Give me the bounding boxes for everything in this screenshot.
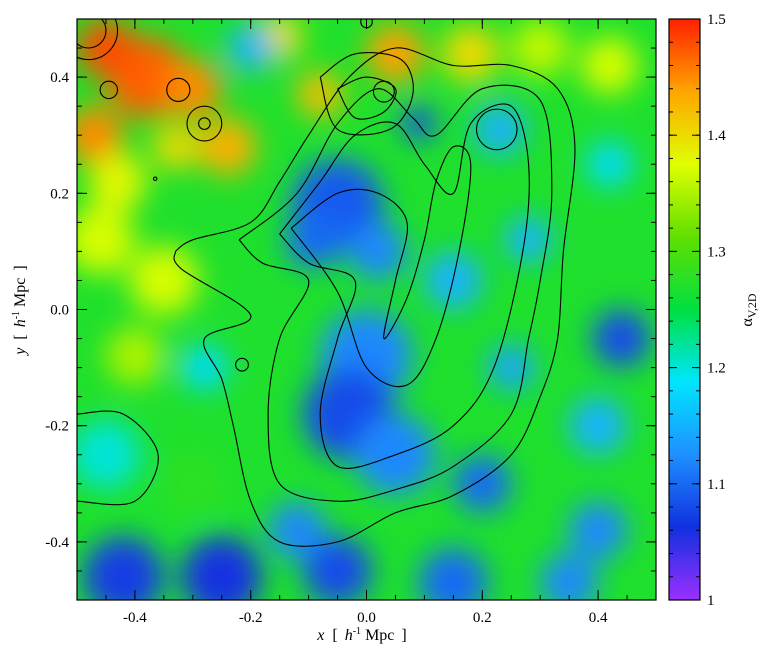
heatmap-blob [473,103,526,156]
heatmap-blob [580,36,639,95]
heatmap-blob [297,71,344,118]
contour-circle [99,80,119,100]
y-axis-ticks: -0.4 -0.2 0.0 0.2 0.4 [45,18,656,601]
y-axis-label: y [ h-1 Mpc ] [6,265,29,356]
heatmap-blob [418,547,489,600]
heatmap-blob [77,19,135,77]
heatmap-blob [198,117,257,176]
colorbar-tick-label: 1.1 [707,477,726,493]
heatmap-blob [540,553,599,600]
heatmap-blob [152,123,199,170]
contour-circle [475,108,518,151]
colorbar-tick-label: 1 [707,593,715,609]
contour-circle [235,357,249,372]
density-contours [77,19,576,547]
heatmap-blob [511,19,570,77]
contour-line [319,52,414,136]
y-tick-label: 0.2 [50,186,69,202]
contour-circle [77,19,119,61]
x-tick-label: -0.2 [239,610,263,626]
heatmap-blob [181,536,263,600]
heatmap-blob [349,222,408,281]
x-tick-label: 0.4 [589,610,608,626]
contour-circle [372,80,395,103]
contour-circle [198,117,211,130]
colorbar-tick-label: 1.3 [707,244,726,260]
heatmap-blob [569,396,628,455]
heatmap-blob [366,24,425,83]
heatmap-blob [285,210,344,269]
heatmap-blob [82,536,164,600]
contour-line [290,145,472,388]
y-tick-label: -0.2 [45,419,69,435]
heatmap-blob [105,327,164,385]
contour-line [279,103,530,469]
contour-line [238,84,553,502]
heatmap-blob [227,24,274,72]
x-tick-label: 0.2 [473,610,492,626]
heatmap-blob [77,420,141,490]
colorbar-tick-label: 1.5 [707,12,726,28]
contour-line [77,410,159,506]
colorbar-label: αV,2D [739,293,759,327]
heatmap-blob [268,501,326,560]
heatmap-blob [181,344,228,391]
colorbar-gradient [668,18,701,601]
heatmap-blob [569,501,628,560]
heatmap-blob [88,152,147,211]
heatmap-blob [77,205,135,275]
colorbar-tick-label: 1.2 [707,361,726,377]
colorbar: 1 1.1 1.2 1.3 1.4 1.5 αV,2D [668,12,759,609]
heatmap-blob [586,141,633,188]
heatmap-blob [592,309,651,368]
contour-line [173,47,576,547]
contour-circle [166,77,191,103]
heatmap-blob [505,216,552,263]
x-tick-label: 0.0 [357,610,376,626]
heatmap-blob [163,454,222,513]
contour-circle [77,19,107,49]
x-axis-label: x [ h-1 Mpc ] [316,621,406,644]
x-tick-label: -0.4 [123,610,147,626]
heatmap-blob [302,536,373,600]
heatmap-blob [453,454,512,513]
contour-circle [186,105,223,142]
contour-circle [152,176,158,182]
y-tick-label: -0.4 [45,535,69,551]
colorbar-tick-label: 1.4 [707,128,726,144]
x-axis-ticks: -0.4 -0.2 0.0 0.2 0.4 [76,19,657,626]
heatmap-blob [441,24,500,83]
y-tick-label: 0.0 [50,303,69,319]
heatmap-blob [488,344,535,391]
heatmap-blob [129,245,199,316]
contour-line [337,76,397,120]
heatmap-blob [77,106,124,165]
heatmap-blob [163,59,222,118]
y-tick-label: 0.4 [50,70,69,86]
colorbar-ticks: 1 1.1 1.2 1.3 1.4 1.5 [669,12,726,609]
heatmap [77,19,656,600]
